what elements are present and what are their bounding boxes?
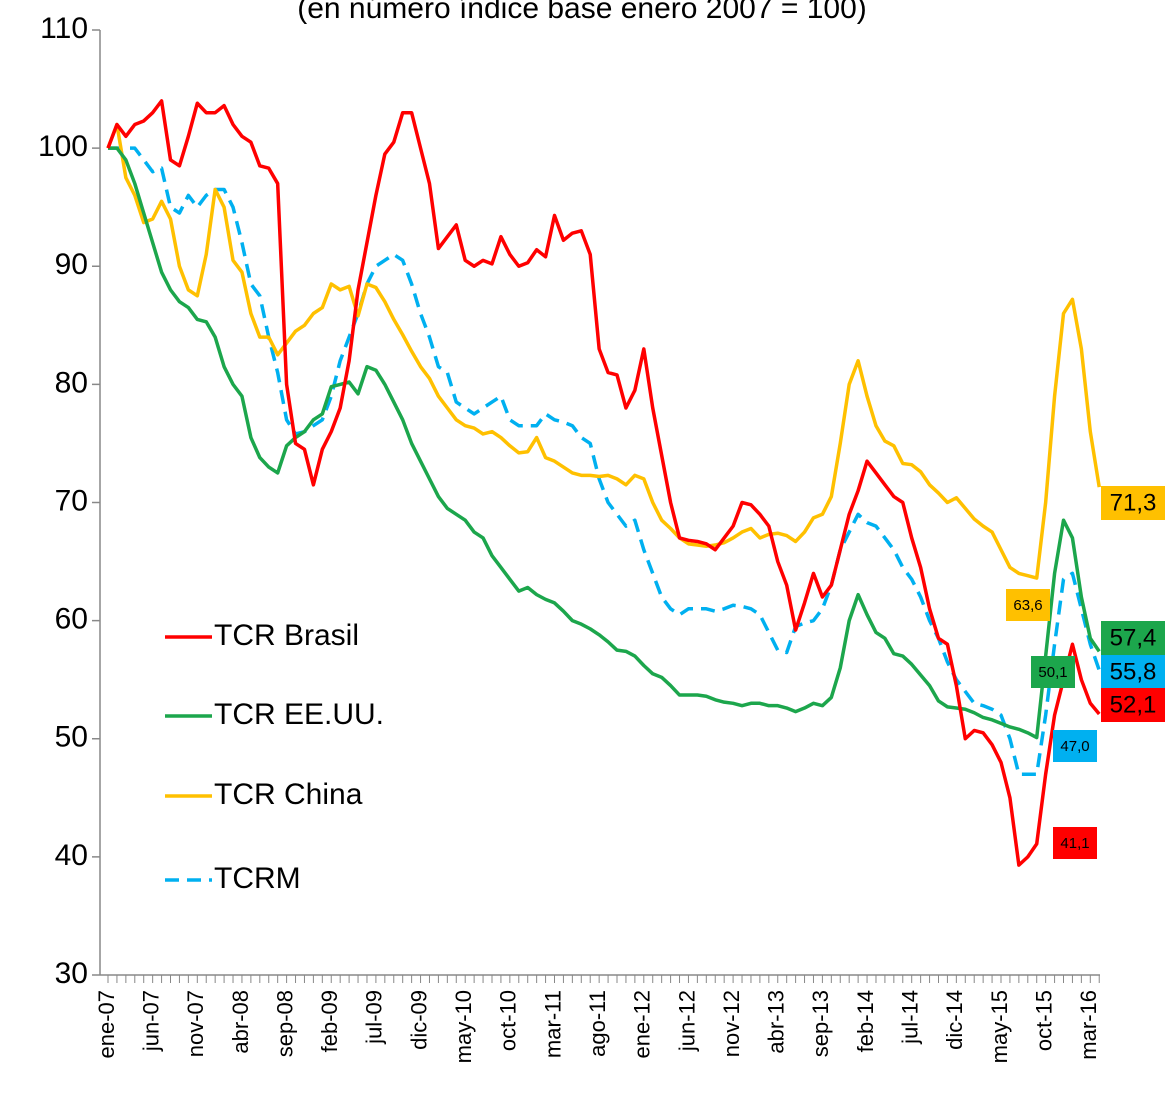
x-tick-label: ago-11	[585, 990, 610, 1057]
y-tick-label: 110	[40, 12, 88, 45]
min-label: 47,0	[1060, 738, 1089, 755]
legend-label: TCR Brasil	[214, 619, 359, 652]
end-label: 55,8	[1110, 658, 1157, 685]
x-tick-label: nov-12	[719, 990, 744, 1057]
end-label-box	[1101, 688, 1165, 722]
x-tick-label: jun-12	[674, 990, 699, 1052]
legend-label: TCR EE.UU.	[214, 698, 384, 731]
min-label-box	[1031, 656, 1075, 688]
x-tick-label: jun-07	[138, 990, 163, 1052]
min-label-box	[1006, 589, 1050, 621]
x-tick-label: ene-07	[94, 990, 119, 1059]
legend-label: TCR China	[214, 778, 363, 811]
end-label: 52,1	[1110, 691, 1157, 718]
x-tick-label: nov-07	[183, 990, 208, 1057]
y-tick-label: 50	[55, 721, 88, 754]
x-tick-label: sep-08	[272, 990, 297, 1057]
x-tick-label: feb-09	[317, 990, 342, 1052]
x-tick-label: mar-11	[540, 990, 565, 1058]
x-tick-label: abr-08	[228, 990, 253, 1054]
min-label: 50,1	[1038, 664, 1067, 681]
x-tick-label: sep-13	[808, 990, 833, 1057]
end-label-box	[1101, 486, 1165, 520]
series-line	[106, 122, 1101, 580]
y-tick-label: 90	[55, 248, 88, 281]
y-tick-label: 30	[55, 957, 88, 990]
x-tick-label: ene-12	[630, 990, 655, 1059]
min-label-box	[1053, 730, 1097, 762]
x-tick-label: oct-10	[496, 990, 521, 1051]
y-tick-label: 100	[38, 130, 88, 163]
x-tick-label: jul-14	[898, 990, 923, 1045]
min-label: 41,1	[1060, 835, 1089, 852]
min-label-box	[1053, 827, 1097, 859]
end-label: 71,3	[1110, 489, 1157, 516]
x-tick-label: oct-15	[1031, 990, 1056, 1051]
x-tick-label: may-15	[987, 990, 1012, 1063]
x-tick-label: feb-14	[853, 990, 878, 1052]
x-tick-label: mar-16	[1076, 990, 1101, 1060]
y-tick-label: 70	[55, 484, 88, 517]
min-label: 63,6	[1013, 597, 1042, 614]
y-tick-label: 80	[55, 366, 88, 399]
series-line	[106, 99, 1101, 867]
y-tick-label: 40	[55, 839, 88, 872]
end-label: 57,4	[1110, 624, 1157, 651]
legend-label: TCRM	[214, 862, 301, 895]
end-label-box	[1101, 655, 1165, 689]
x-tick-label: jul-09	[362, 990, 387, 1045]
x-tick-label: abr-13	[764, 990, 789, 1054]
x-tick-label: dic-09	[406, 990, 431, 1050]
series-line	[108, 146, 1101, 740]
x-tick-label: dic-14	[942, 990, 967, 1050]
end-label-box	[1101, 621, 1165, 655]
x-tick-label: may-10	[451, 990, 476, 1063]
y-tick-label: 60	[55, 603, 88, 636]
series-line	[108, 146, 1101, 776]
chart-title: (en número índice base enero 2007 = 100)	[297, 0, 867, 25]
